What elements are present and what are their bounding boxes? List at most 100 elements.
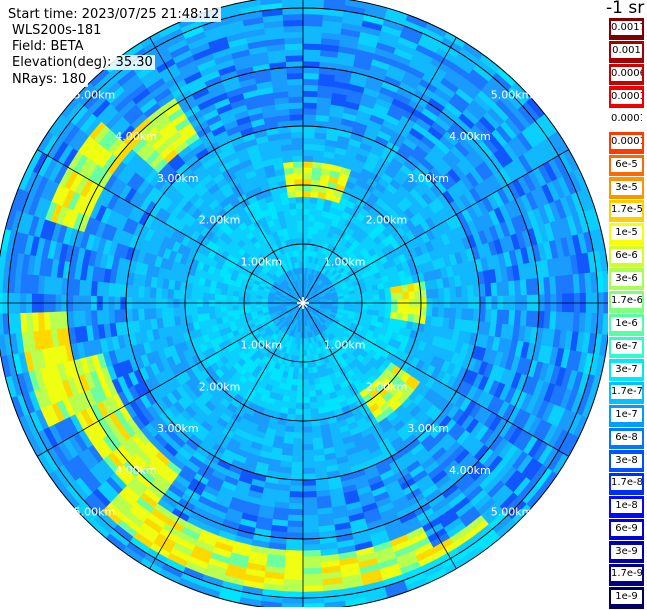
range-ring-label: 1.00km <box>241 255 283 268</box>
backscatter-cell <box>288 197 296 204</box>
backscatter-cell <box>450 308 457 319</box>
backscatter-cell <box>303 167 313 173</box>
backscatter-cell <box>303 521 319 527</box>
backscatter-cell <box>285 556 303 563</box>
backscatter-cell <box>303 380 309 386</box>
backscatter-cell <box>303 73 319 79</box>
backscatter-cell <box>303 362 308 368</box>
backscatter-cell <box>344 298 350 302</box>
backscatter-cell <box>209 293 215 300</box>
backscatter-cell <box>303 480 316 486</box>
backscatter-cell <box>303 591 324 598</box>
backscatter-cell <box>289 203 296 210</box>
backscatter-cell <box>285 38 304 45</box>
backscatter-cell <box>221 294 227 300</box>
backscatter-cell <box>303 203 310 209</box>
backscatter-cell <box>299 356 303 362</box>
backscatter-cell <box>292 456 303 462</box>
backscatter-cell <box>303 503 317 509</box>
backscatter-cell <box>303 138 315 144</box>
backscatter-cell <box>303 55 320 62</box>
backscatter-cell <box>338 299 344 302</box>
backscatter-cell <box>114 309 121 322</box>
backscatter-cell <box>467 309 474 321</box>
backscatter-cell <box>403 292 409 300</box>
backscatter-cell <box>308 221 314 227</box>
backscatter-cell <box>303 491 317 497</box>
backscatter-cell <box>303 220 309 226</box>
backscatter-cell <box>409 291 415 299</box>
backscatter-cell <box>415 291 421 299</box>
range-ring-label: 4.00km <box>449 130 491 143</box>
backscatter-cell <box>290 209 297 216</box>
backscatter-cell <box>303 603 324 607</box>
backscatter-cell <box>283 20 303 27</box>
backscatter-cell <box>283 586 303 593</box>
backscatter-cell <box>298 368 303 374</box>
colorbar-label: 6e-6 <box>611 249 642 263</box>
backscatter-cell <box>294 427 303 433</box>
backscatter-cell <box>292 150 303 156</box>
colorbar-label: 1.7e-5 <box>611 203 642 217</box>
backscatter-cell <box>282 603 303 607</box>
backscatter-cell <box>288 509 303 515</box>
backscatter-cell <box>185 307 191 315</box>
backscatter-cell <box>368 296 374 301</box>
colorbar-label: 3e-6 <box>611 272 642 286</box>
backscatter-cell <box>368 305 374 310</box>
backscatter-cell <box>156 308 163 319</box>
backscatter-cell <box>303 179 312 185</box>
backscatter-cell <box>289 397 296 404</box>
colorbar-label: 1e-9 <box>611 590 642 604</box>
range-ring-label: 4.00km <box>115 130 157 143</box>
backscatter-cell <box>268 304 274 307</box>
backscatter-cell <box>303 120 316 126</box>
backscatter-cell <box>332 299 338 302</box>
backscatter-cell <box>391 306 397 313</box>
backscatter-cell <box>292 379 298 385</box>
backscatter-cell <box>303 26 322 33</box>
backscatter-cell <box>215 312 222 319</box>
backscatter-cell <box>297 215 303 221</box>
backscatter-cell <box>303 0 324 3</box>
colorbar-label: 0.001 <box>611 44 642 58</box>
backscatter-cell <box>291 215 298 222</box>
backscatter-cell <box>162 308 169 318</box>
backscatter-cell <box>303 238 308 244</box>
colorbar-label: 1e-8 <box>611 499 642 513</box>
backscatter-cell <box>303 397 310 403</box>
range-ring-label: 4.00km <box>115 464 157 477</box>
backscatter-cell <box>303 8 324 15</box>
backscatter-cell <box>361 292 367 297</box>
backscatter-cell <box>409 307 415 315</box>
colorbar-unit-label: -1 sr <box>606 0 644 18</box>
backscatter-cell <box>287 521 303 527</box>
backscatter-cell <box>444 288 451 299</box>
backscatter-cell <box>285 43 303 50</box>
backscatter-cell <box>450 287 457 298</box>
backscatter-cell <box>385 294 391 300</box>
backscatter-cell <box>303 344 306 350</box>
backscatter-cell <box>303 150 314 156</box>
backscatter-cell <box>299 350 303 356</box>
backscatter-cell <box>292 221 298 227</box>
backscatter-cell <box>303 544 320 551</box>
backscatter-cell <box>290 480 303 486</box>
backscatter-cell <box>293 156 303 162</box>
colorbar-label: 0.0017 <box>611 21 642 35</box>
backscatter-cell <box>303 403 310 409</box>
backscatter-cell <box>438 308 445 318</box>
backscatter-cell <box>287 73 303 79</box>
backscatter-cell <box>287 79 303 85</box>
backscatter-cell <box>310 197 318 204</box>
backscatter-cell <box>291 132 303 138</box>
backscatter-cell <box>307 361 312 367</box>
range-ring-label: 1.00km <box>324 255 366 268</box>
backscatter-cell <box>373 295 379 301</box>
backscatter-cell <box>379 289 386 295</box>
backscatter-cell <box>299 238 304 244</box>
backscatter-cell <box>303 132 315 138</box>
backscatter-cell <box>221 311 228 317</box>
backscatter-cell <box>232 296 238 301</box>
backscatter-cell <box>138 286 145 298</box>
